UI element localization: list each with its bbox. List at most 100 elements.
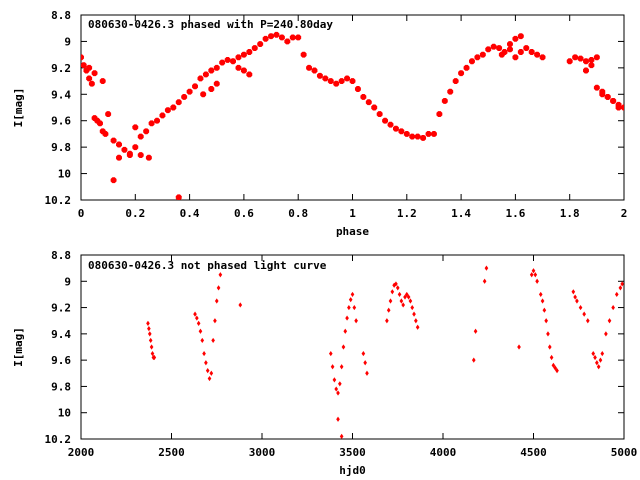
x-tick-label: 0.2	[125, 207, 145, 220]
data-point	[549, 354, 554, 361]
data-point	[507, 41, 513, 48]
x-tick-label: 0	[78, 207, 85, 220]
data-point	[408, 298, 413, 304]
data-point	[371, 104, 378, 111]
data-points	[146, 265, 624, 439]
data-point	[110, 137, 117, 144]
data-point	[547, 344, 552, 350]
data-point	[551, 362, 556, 368]
data-point	[604, 331, 608, 337]
unphased-light-curve-chart: 2000 2500 3000 3500 4000 4500 5000 8.8 9 9.2 9.4 9.…	[12, 249, 637, 477]
data-point	[365, 99, 372, 106]
data-point	[482, 278, 487, 284]
phased-light-curve-chart: 0 0.2 0.4 0.6 0.8 1 1.2 1.4 1.6 1.8 2 8.8 9 9.2 9.4 9.6…	[12, 9, 627, 238]
x-tick-label: 2	[621, 207, 628, 220]
data-point	[507, 46, 513, 53]
data-point	[425, 130, 432, 137]
data-point	[86, 75, 93, 82]
data-point	[591, 350, 596, 357]
data-point	[392, 125, 399, 132]
y-tick-label: 8.8	[51, 249, 71, 262]
data-point	[197, 75, 204, 82]
data-point	[339, 364, 344, 370]
data-point	[295, 34, 302, 41]
data-point	[339, 433, 344, 439]
x-tick-label: 0.4	[180, 207, 200, 220]
y-tick-label: 9.8	[51, 141, 71, 154]
data-point	[240, 67, 247, 74]
data-point	[533, 272, 538, 278]
data-point	[607, 318, 612, 324]
x-axis-label: hjd0	[339, 464, 366, 477]
data-point	[268, 33, 275, 40]
data-point	[196, 320, 201, 326]
data-point	[207, 375, 212, 382]
data-point	[343, 328, 348, 334]
data-point	[181, 93, 188, 100]
data-point	[97, 120, 103, 127]
data-point	[202, 350, 206, 357]
data-point	[327, 78, 334, 85]
y-tick-label: 9.4	[51, 88, 71, 101]
data-point	[474, 54, 481, 61]
x-tick-label: 4500	[520, 446, 547, 459]
data-point	[209, 370, 214, 376]
data-point	[211, 337, 215, 344]
data-point	[316, 72, 323, 79]
data-point	[414, 318, 418, 324]
data-point	[593, 54, 600, 61]
data-point	[354, 86, 361, 92]
data-point	[403, 294, 407, 300]
data-point	[458, 70, 465, 77]
data-point	[553, 365, 558, 371]
data-point	[385, 318, 389, 324]
data-point	[99, 78, 106, 85]
x-tick-label: 1.6	[505, 207, 525, 220]
data-point	[610, 97, 617, 104]
data-point	[230, 58, 236, 65]
data-point	[595, 360, 599, 366]
data-point	[528, 49, 535, 55]
data-point	[406, 294, 411, 300]
data-point	[512, 54, 519, 61]
data-point	[596, 364, 601, 370]
data-point	[218, 272, 223, 278]
data-point	[430, 130, 437, 137]
y-tick-label: 9.6	[51, 354, 71, 367]
data-point	[604, 93, 611, 100]
data-point	[81, 54, 84, 61]
data-point	[621, 104, 624, 111]
y-tick-label: 9	[64, 275, 71, 288]
data-point	[544, 318, 548, 324]
x-tick-label: 0.8	[288, 207, 308, 220]
data-point	[463, 64, 470, 71]
data-point	[349, 78, 356, 85]
data-point	[193, 311, 197, 317]
data-point	[598, 357, 603, 363]
data-point	[531, 268, 536, 274]
data-point	[412, 311, 416, 317]
x-tick-label: 0.6	[234, 207, 254, 220]
data-point	[246, 49, 253, 55]
data-point	[441, 97, 448, 104]
y-tick-label: 9.6	[51, 115, 71, 128]
data-point	[344, 75, 351, 82]
data-point	[175, 194, 182, 200]
data-point	[546, 331, 550, 337]
data-point	[257, 41, 264, 48]
data-point	[555, 368, 559, 374]
data-point	[347, 304, 351, 311]
data-point	[360, 93, 367, 100]
data-point	[195, 315, 199, 321]
y-tick-label: 9.8	[51, 380, 71, 393]
data-point	[539, 54, 546, 61]
data-point	[535, 278, 539, 284]
data-point	[132, 124, 139, 131]
data-point	[341, 344, 346, 350]
data-point	[213, 64, 220, 71]
data-point	[213, 318, 217, 324]
data-point	[202, 71, 209, 78]
data-point	[262, 35, 269, 42]
data-point	[600, 350, 605, 357]
data-point	[496, 45, 503, 51]
